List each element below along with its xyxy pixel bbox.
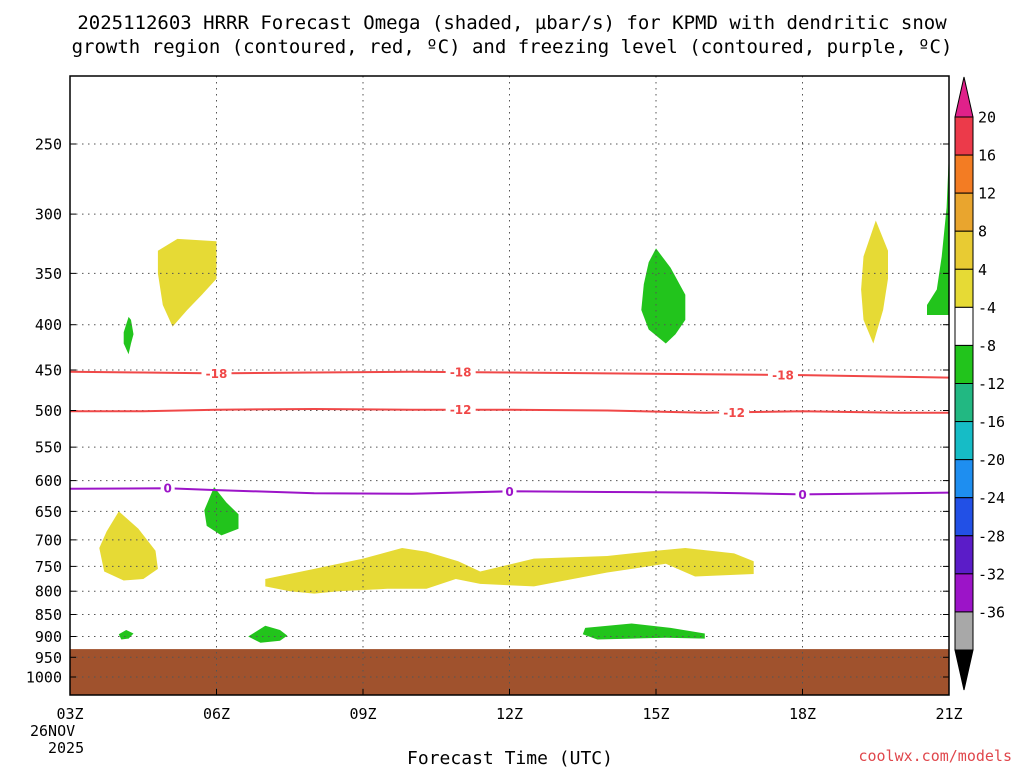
- y-tick-label-650: 650: [35, 503, 62, 521]
- colorbar-segment-1: [954, 154, 974, 194]
- contour-label-freezing-level-0-1: 0: [505, 485, 513, 499]
- contour-label-freezing-level-0-2: 0: [798, 488, 806, 502]
- contour-layer: -18 -18 -18 -12 -12 0 0 0: [70, 365, 949, 502]
- x-tick-label-21Z: 21Z: [935, 705, 962, 723]
- colorbar-label-3: 8: [978, 223, 987, 241]
- colorbar-label-12: -32: [978, 565, 1005, 583]
- y-tick-label-300: 300: [35, 206, 62, 224]
- contour-label-bg: [795, 487, 810, 502]
- contour-line-dgz-minus12: [70, 407, 949, 414]
- colorbar-segment-6: [954, 344, 974, 384]
- yellow-blob-upper-left: [157, 238, 217, 327]
- x-axis-title: Forecast Time (UTC): [407, 748, 613, 768]
- chart-title-line-1: 2025112603 HRRR Forecast Omega (shaded, …: [77, 12, 947, 34]
- colorbar-segment-7: [954, 383, 974, 423]
- y-tick-label-500: 500: [35, 402, 62, 420]
- yellow-blob-19z: [861, 220, 888, 344]
- terrain-layer: [70, 649, 949, 695]
- colorbar-label-13: -36: [978, 603, 1005, 621]
- contour-label-bg: [445, 365, 476, 380]
- yellow-blob-04z: [99, 511, 158, 581]
- colorbar-segment-3: [954, 230, 974, 270]
- colorbar-segment-12: [954, 573, 974, 613]
- green-blob-900-left: [118, 630, 134, 640]
- plot-area: [99, 151, 949, 643]
- contour-label-dgz-minus18-2: -18: [772, 368, 794, 382]
- x-tick-label-09Z: 09Z: [349, 705, 376, 723]
- x-date-label-day: 26NOV: [30, 722, 75, 740]
- y-tick-label-950: 950: [35, 649, 62, 667]
- colorbar-label-7: -12: [978, 375, 1005, 393]
- y-axis: 250 300 350 400 450 500 550 600 650 700 750 800 850 9…: [26, 136, 949, 687]
- contour-label-dgz-minus12-0: -12: [450, 403, 472, 417]
- green-blob-07z: [248, 625, 288, 643]
- colorbar-label-0: 20: [978, 109, 996, 127]
- contour-label-bg: [160, 481, 175, 496]
- contour-label-freezing-level-0-0: 0: [163, 482, 171, 496]
- x-date-label-year: 2025: [48, 739, 84, 757]
- y-tick-label-1000: 1000: [26, 669, 62, 687]
- x-tick-label-03Z: 03Z: [56, 705, 83, 723]
- y-tick-label-550: 550: [35, 439, 62, 457]
- credit-text[interactable]: coolwx.com/models: [858, 747, 1012, 765]
- contour-label-bg: [767, 367, 798, 382]
- x-tick-label-12Z: 12Z: [496, 705, 523, 723]
- x-tick-label-18Z: 18Z: [789, 705, 816, 723]
- colorbar: 20 16 12 8 4 -4 -8 -12 -16 -20 -24 -28 -32 -36: [954, 76, 1005, 691]
- chart-title-line-2: growth region (contoured, red, ºC) and f…: [72, 36, 953, 58]
- colorbar-segment-5: [954, 306, 974, 346]
- y-tick-label-250: 250: [35, 136, 62, 154]
- yellow-band-middle: [265, 548, 754, 594]
- colorbar-label-8: -16: [978, 413, 1005, 431]
- contour-label-bg: [201, 366, 232, 381]
- colorbar-label-5: -4: [978, 299, 996, 317]
- colorbar-label-6: -8: [978, 337, 996, 355]
- green-streak-13z-16z: [582, 623, 705, 640]
- green-blob-400: [123, 316, 134, 355]
- colorbar-label-2: 12: [978, 185, 996, 203]
- y-tick-label-750: 750: [35, 558, 62, 576]
- y-tick-label-400: 400: [35, 316, 62, 334]
- x-axis: 03Z 06Z 09Z 12Z 15Z 18Z 21Z: [56, 689, 963, 723]
- contour-line-dgz-minus18: [70, 370, 949, 379]
- colorbar-label-9: -20: [978, 451, 1005, 469]
- y-tick-label-600: 600: [35, 472, 62, 490]
- colorbar-label-10: -24: [978, 489, 1005, 507]
- y-tick-label-900: 900: [35, 628, 62, 646]
- colorbar-top-arrow: [954, 76, 974, 118]
- terrain-fill: [70, 649, 949, 695]
- y-tick-label-350: 350: [35, 265, 62, 283]
- colorbar-segment-0: [954, 116, 974, 156]
- colorbar-label-4: 4: [978, 261, 987, 279]
- y-tick-label-700: 700: [35, 531, 62, 549]
- green-blob-21z-upper: [927, 151, 949, 315]
- contour-label-dgz-minus12-1: -12: [723, 406, 745, 420]
- colorbar-segment-13: [954, 611, 974, 651]
- colorbar-bottom-arrow: [954, 649, 974, 691]
- colorbar-label-1: 16: [978, 147, 996, 165]
- x-tick-label-06Z: 06Z: [203, 705, 230, 723]
- contour-label-bg: [719, 405, 750, 420]
- y-tick-label-800: 800: [35, 583, 62, 601]
- colorbar-segment-10: [954, 497, 974, 537]
- y-tick-label-850: 850: [35, 606, 62, 624]
- plot-frame: [69, 75, 950, 696]
- colorbar-segment-4: [954, 268, 974, 308]
- grid-layer: [70, 76, 949, 695]
- colorbar-label-11: -28: [978, 527, 1005, 545]
- colorbar-segment-9: [954, 459, 974, 499]
- colorbar-segment-11: [954, 535, 974, 575]
- colorbar-segment-2: [954, 192, 974, 232]
- contour-label-bg: [445, 402, 476, 417]
- y-tick-label-450: 450: [35, 361, 62, 379]
- x-tick-label-15Z: 15Z: [642, 705, 669, 723]
- green-blob-15z-upper: [641, 248, 686, 344]
- colorbar-segment-8: [954, 421, 974, 461]
- contour-label-dgz-minus18-1: -18: [450, 366, 472, 380]
- contour-label-dgz-minus18-0: -18: [206, 367, 228, 381]
- plot-border: [69, 75, 950, 696]
- contour-label-bg: [502, 484, 517, 499]
